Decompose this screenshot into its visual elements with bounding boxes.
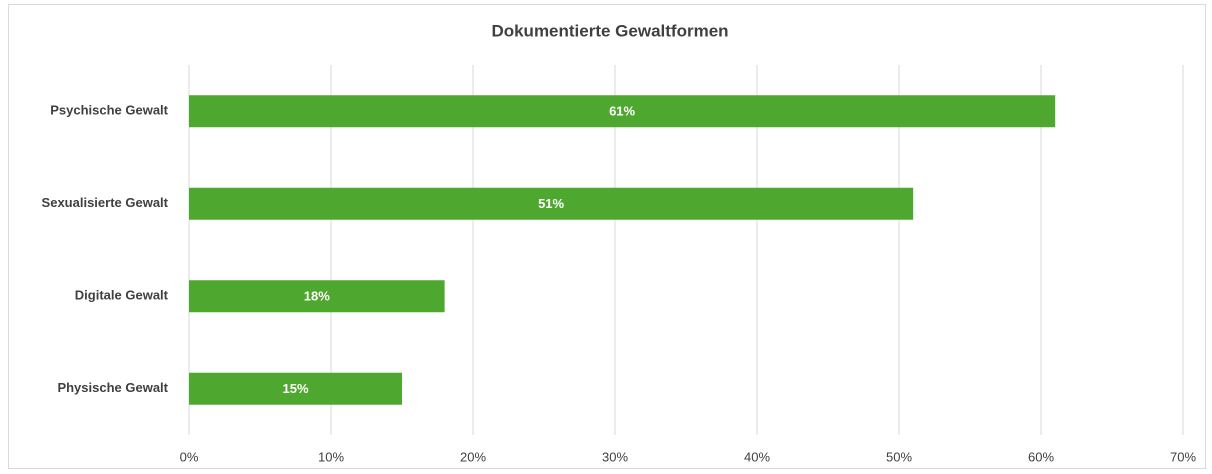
chart-frame (8, 4, 1206, 469)
data-label: 51% (538, 196, 564, 211)
x-tick-label: 20% (460, 449, 486, 464)
x-tick-label: 60% (1028, 449, 1054, 464)
x-tick-label: 50% (886, 449, 912, 464)
data-label: 18% (304, 289, 330, 304)
x-tick-label: 0% (180, 449, 199, 464)
x-tick-label: 30% (602, 449, 628, 464)
bar (189, 187, 914, 220)
y-tick-label: Digitale Gewalt (75, 288, 169, 303)
bar (189, 372, 402, 405)
labels: 0% 10% 20% 30% 40% 50% 60% 70% Psychische Gewalt… (42, 103, 1197, 465)
x-tick-label: 70% (1170, 449, 1196, 464)
x-tick-label: 10% (318, 449, 344, 464)
bars (189, 95, 1056, 405)
y-tick-label: Psychische Gewalt (50, 103, 168, 118)
bar (189, 280, 445, 313)
x-tick-label: 40% (744, 449, 770, 464)
data-label: 61% (609, 104, 635, 119)
y-tick-label: Sexualisierte Gewalt (42, 195, 169, 210)
chart-title: Dokumentierte Gewaltformen (491, 21, 728, 40)
data-label: 15% (282, 381, 308, 396)
y-tick-label: Physische Gewalt (57, 380, 168, 395)
bar (189, 95, 1056, 128)
